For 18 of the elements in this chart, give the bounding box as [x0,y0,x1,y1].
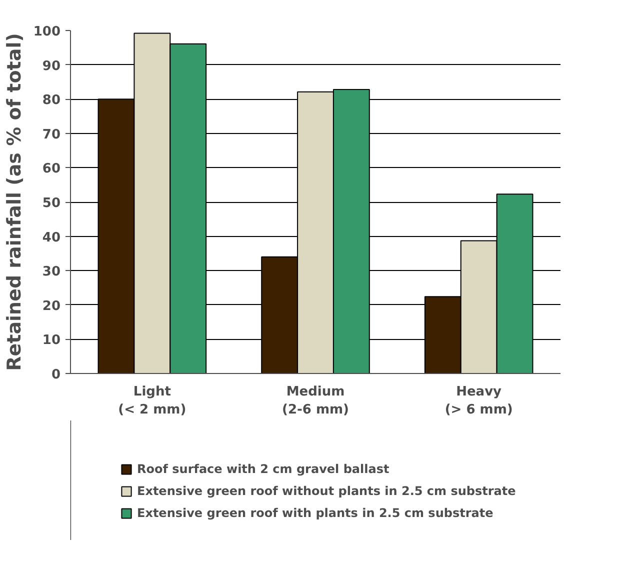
x-tick-label: Heavy (> 6 mm) [444,384,513,418]
y-tick-label: 30 [42,264,61,280]
y-axis-title: Retained rainfall (as % of total) [3,33,26,371]
y-tick-label: 40 [42,230,61,246]
y-tick-label: 50 [42,196,61,211]
x-tick-label: Medium (2-6 mm) [282,384,350,418]
y-tick-label: 0 [51,368,60,382]
y-tick-label: 100 [33,24,61,40]
legend-label: Roof surface with 2 cm gravel ballast [137,462,390,476]
x-tick-label: Light (< 2 mm) [118,384,186,418]
y-tick-label: 60 [42,162,61,177]
legend-label: Extensive green roof with plants in 2.5 cm substrate [137,506,494,520]
y-tick-label: 20 [42,298,61,314]
y-tick-label: 80 [42,93,61,108]
legend-label: Extensive green roof without plants in 2.5 cm substrate [137,484,516,498]
y-tick-label: 10 [42,333,61,348]
y-tick-label: 70 [42,127,61,142]
y-tick-label: 90 [42,58,61,74]
